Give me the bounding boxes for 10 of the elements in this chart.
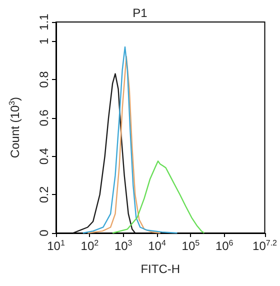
- y-tick-label: 1: [37, 38, 51, 45]
- x-axis-title: FITC-H: [140, 262, 180, 276]
- y-tick-label: 0: [37, 229, 51, 236]
- y-tick-label: 1.1: [37, 13, 51, 30]
- y-tick-label: 0.4: [37, 148, 51, 165]
- y-tick-label: 0.2: [37, 186, 51, 203]
- y-tick-label: 0.6: [37, 109, 51, 126]
- y-tick-label: 0.8: [37, 70, 51, 88]
- chart-title: P1: [132, 6, 148, 20]
- y-axis-title: Count (103): [8, 96, 22, 158]
